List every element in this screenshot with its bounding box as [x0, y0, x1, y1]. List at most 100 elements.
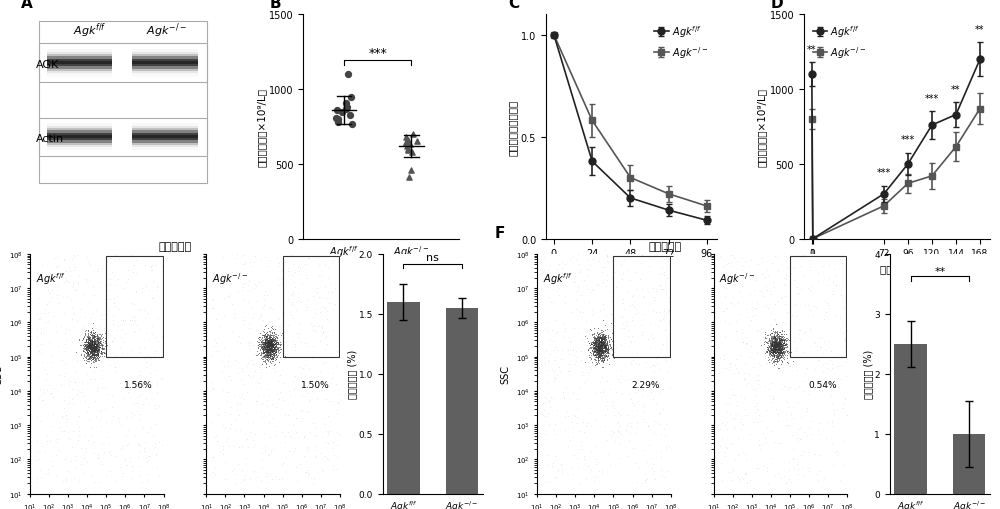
Point: [743, 257, 759, 265]
Point: [593, 338, 609, 347]
Point: [343, 93, 359, 101]
Point: [585, 341, 601, 349]
Point: [758, 283, 774, 291]
Point: [605, 348, 621, 356]
Point: [81, 357, 97, 365]
Point: [261, 391, 277, 400]
Point: [88, 350, 104, 358]
Point: [84, 350, 100, 358]
Point: [613, 312, 629, 320]
Point: [267, 347, 283, 355]
Point: [263, 340, 279, 348]
Point: [262, 338, 278, 346]
Point: [589, 359, 605, 367]
Point: [818, 308, 834, 317]
Point: [764, 333, 780, 341]
Text: **: **: [934, 266, 946, 276]
Point: [257, 348, 273, 356]
Point: [773, 356, 789, 364]
Point: [84, 345, 100, 353]
Point: [774, 345, 790, 353]
Point: [598, 353, 614, 361]
Point: [262, 343, 278, 351]
Point: [260, 341, 276, 349]
Point: [537, 357, 553, 365]
Point: [588, 346, 604, 354]
Point: [586, 344, 602, 352]
Point: [90, 384, 106, 392]
Point: [144, 330, 160, 338]
Point: [82, 342, 98, 350]
Point: [325, 353, 341, 361]
Point: [262, 337, 278, 346]
Point: [28, 456, 44, 464]
Point: [84, 331, 100, 339]
Point: [592, 346, 608, 354]
Point: [749, 327, 765, 335]
Point: [296, 433, 312, 441]
Point: [781, 326, 797, 334]
Point: [588, 351, 604, 359]
Bar: [132, 146, 198, 148]
Point: [824, 416, 840, 425]
Point: [261, 345, 277, 353]
Point: [263, 336, 279, 344]
Point: [257, 341, 273, 349]
Point: [87, 343, 103, 351]
Point: [599, 345, 615, 353]
Point: [94, 341, 110, 349]
Point: [594, 335, 610, 344]
Point: [262, 343, 278, 351]
Point: [595, 327, 611, 335]
Point: [589, 338, 605, 347]
Point: [631, 360, 647, 369]
Point: [250, 344, 266, 352]
Point: [778, 341, 794, 349]
Point: [272, 349, 288, 357]
Point: [254, 342, 270, 350]
Point: [775, 319, 791, 327]
Point: [768, 340, 784, 348]
Point: [268, 355, 284, 363]
Point: [265, 347, 281, 355]
Point: [602, 385, 618, 393]
Point: [766, 333, 782, 341]
Point: [81, 347, 97, 355]
Point: [595, 346, 611, 354]
Point: [785, 445, 801, 454]
Point: [40, 308, 56, 317]
Point: [260, 348, 276, 356]
Point: [630, 397, 646, 405]
Point: [87, 340, 103, 348]
Point: [81, 352, 97, 360]
Point: [811, 334, 827, 342]
Point: [83, 342, 99, 350]
Point: [814, 333, 830, 342]
Point: [767, 338, 783, 346]
Point: [71, 428, 87, 436]
Point: [763, 337, 779, 346]
Point: [83, 345, 99, 353]
Point: [264, 352, 280, 360]
Point: [84, 345, 100, 353]
Point: [89, 346, 105, 354]
Point: [88, 355, 104, 363]
Point: [240, 359, 256, 367]
Point: [765, 343, 781, 351]
Point: [590, 334, 606, 343]
Point: [111, 305, 127, 314]
Point: [770, 343, 786, 351]
Point: [818, 434, 834, 442]
Point: [321, 299, 337, 307]
Point: [771, 342, 787, 350]
Point: [772, 340, 788, 348]
Point: [593, 342, 609, 350]
Point: [599, 353, 615, 361]
Point: [586, 341, 602, 349]
Point: [556, 320, 572, 328]
Point: [301, 397, 317, 405]
Point: [766, 351, 782, 359]
Point: [773, 353, 789, 361]
Point: [594, 340, 610, 348]
Point: [596, 337, 612, 346]
